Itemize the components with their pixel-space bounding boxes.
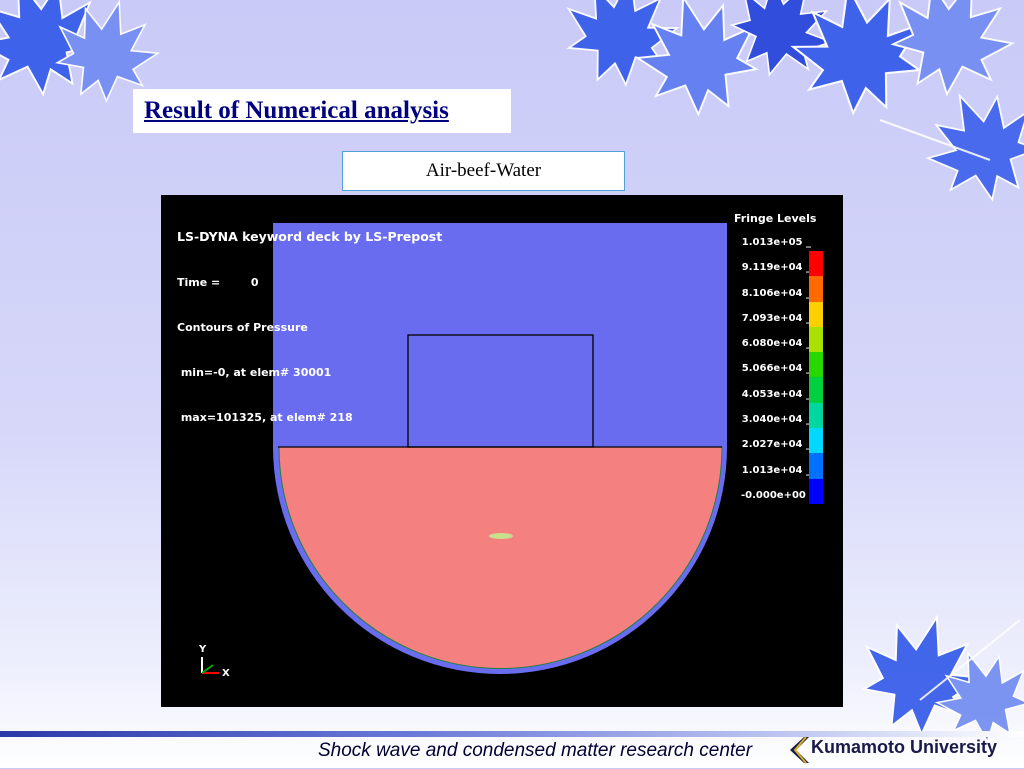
fringe-color-bar xyxy=(809,251,823,504)
simulation-info: LS-DYNA keyword deck by LS-Prepost Time … xyxy=(177,199,442,455)
fringe-level-label: 4.053e+04 _ xyxy=(741,388,811,400)
fringe-level-label: 7.093e+04 _ xyxy=(741,312,811,324)
footer-text: Shock wave and condensed matter research… xyxy=(318,740,753,761)
fringe-color-swatch xyxy=(809,301,823,327)
fringe-level-label: 6.080e+04 _ xyxy=(741,338,811,350)
subtitle-box: Air-beef-Water xyxy=(342,151,625,191)
fringe-level-label: 5.066e+04 _ xyxy=(741,363,811,375)
fringe-level-label: 3.040e+04 _ xyxy=(741,414,811,426)
fringe-color-swatch xyxy=(809,453,823,479)
axis-y-label: Y xyxy=(198,644,207,655)
footer-divider xyxy=(0,731,1024,737)
max-readout: max=101325, at elem# 218 xyxy=(180,411,353,424)
simulation-header: LS-DYNA keyword deck by LS-Prepost xyxy=(177,229,443,244)
simulation-panel: Y X LS-DYNA keyword deck by LS-Prepost T… xyxy=(161,195,843,707)
fringe-color-swatch xyxy=(809,251,823,277)
fringe-legend-labels: 1.013e+05 _ 9.119e+04 _ 8.106e+04 _ 7.093e+… xyxy=(741,236,815,514)
logo-chevron-icon xyxy=(790,736,809,764)
fringe-color-swatch xyxy=(809,377,823,403)
slide-subtitle: Air-beef-Water xyxy=(425,160,542,181)
fringe-color-swatch xyxy=(809,478,823,504)
contours-label: Contours of Pressure xyxy=(177,321,308,334)
beef-fragment xyxy=(489,533,513,539)
university-logo: Kumamoto University xyxy=(786,736,1020,764)
min-readout: min=-0, at elem# 30001 xyxy=(180,366,332,379)
fringe-color-swatch xyxy=(809,402,823,429)
fringe-level-label: 9.119e+04 _ xyxy=(741,262,811,274)
fringe-color-swatch xyxy=(809,326,823,353)
fringe-legend-title: Fringe Levels xyxy=(734,212,817,225)
fringe-level-label: 1.013e+04 _ xyxy=(741,464,811,476)
axis-triad xyxy=(201,657,219,674)
water-region xyxy=(278,446,723,669)
slide-title: Result of Numerical analysis xyxy=(144,97,449,124)
fringe-level-label: 8.106e+04 _ xyxy=(741,287,811,299)
fringe-color-swatch xyxy=(809,352,823,378)
time-readout: Time = 0 xyxy=(177,276,259,289)
fringe-level-label: 1.013e+05 _ xyxy=(741,237,811,248)
fringe-color-swatch xyxy=(809,276,823,302)
fringe-level-label: -0.000e+00 _ xyxy=(741,489,815,501)
title-box: Result of Numerical analysis xyxy=(133,89,511,133)
logo-text: Kumamoto University xyxy=(811,737,998,757)
simulation-view: Y X xyxy=(198,223,727,679)
fringe-color-swatch xyxy=(809,428,823,454)
fringe-level-label: 2.027e+04 _ xyxy=(741,439,811,451)
axis-x-label: X xyxy=(222,668,230,679)
